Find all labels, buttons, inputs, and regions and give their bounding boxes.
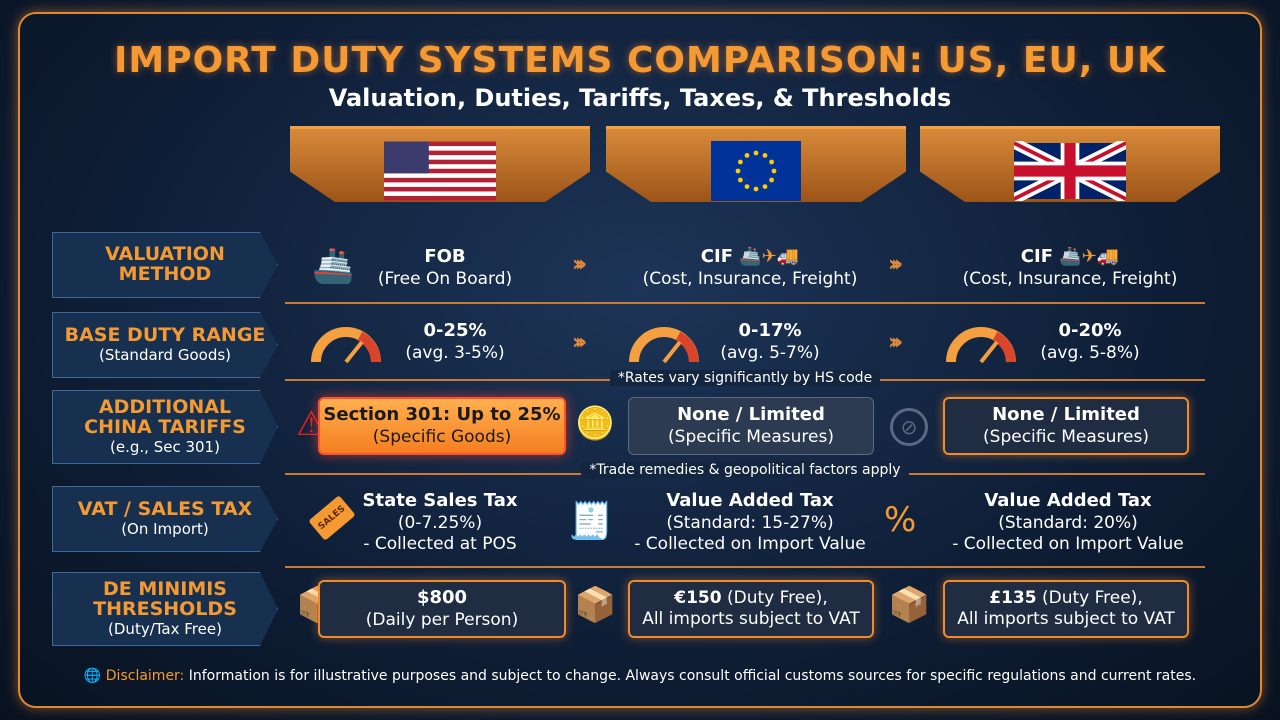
coins-icon: 🪙 <box>575 404 615 442</box>
value: Section 301: Up to 25% <box>323 404 561 426</box>
value: None / Limited <box>677 404 825 426</box>
uk-deminimis: £135 (Duty Free), All imports subject to … <box>943 580 1189 638</box>
value: 0-25% <box>423 320 487 341</box>
row-label-valuation: VALUATION METHOD <box>52 232 278 298</box>
label-sub: (e.g., Sec 301) <box>110 438 220 457</box>
us-base-duty: 0-25% (avg. 3-5%) <box>385 320 525 364</box>
frame <box>18 12 1262 708</box>
value: CIF <box>1020 246 1053 267</box>
value: CIF <box>700 246 733 267</box>
eu-deminimis: €150 (Duty Free), All imports subject to … <box>628 580 874 638</box>
chevron-icon: ››› <box>888 252 903 277</box>
us-deminimis: $800 (Daily per Person) <box>318 580 566 638</box>
value-sub: (avg. 5-7%) <box>720 342 820 363</box>
us-vat: State Sales Tax (0-7.25%) - Collected at P… <box>355 490 525 555</box>
chevron-icon: ››› <box>572 330 587 355</box>
uk-banner <box>920 126 1220 202</box>
us-flag-icon <box>384 141 496 201</box>
gauge-icon <box>946 327 1016 364</box>
value-sub: All imports subject to VAT <box>957 609 1175 629</box>
page-subtitle: Valuation, Duties, Tariffs, Taxes, & Thr… <box>328 84 952 112</box>
uk-china-tariff: None / Limited (Specific Measures) <box>943 397 1189 455</box>
uk-vat: Value Added Tax (Standard: 20%) - Collecte… <box>948 490 1188 555</box>
value: €150 <box>674 587 722 608</box>
value-sub: (Daily per Person) <box>365 609 519 630</box>
eu-china-tariff: None / Limited (Specific Measures) <box>628 397 874 455</box>
value-sub: (Cost, Insurance, Freight) <box>962 268 1178 289</box>
transport-icons: 🚢✈🚚 <box>1059 246 1120 267</box>
disclaimer-label: Disclaimer: <box>105 668 185 684</box>
value: Value Added Tax <box>984 490 1152 511</box>
prohibited-icon: ⊘ <box>890 408 928 446</box>
value: FOB <box>424 246 466 267</box>
value: £135 <box>989 587 1037 608</box>
globe-icon: 🌐 <box>83 668 106 684</box>
page-title: IMPORT DUTY SYSTEMS COMPARISON: US, EU, … <box>113 40 1167 81</box>
us-valuation: FOB (Free On Board) <box>360 246 530 290</box>
value-sub: (Specific Goods) <box>372 426 512 447</box>
chevron-icon: ››› <box>888 330 903 355</box>
label-text: ADDITIONAL CHINA TARIFFS <box>84 396 246 439</box>
row-label-china: ADDITIONAL CHINA TARIFFS (e.g., Sec 301) <box>52 390 278 464</box>
value: 0-17% <box>738 320 802 341</box>
row-label-vat: VAT / SALES TAX (On Import) <box>52 486 278 552</box>
ship-icon: 🚢 <box>312 246 355 286</box>
value-sub: (Free On Board) <box>377 268 513 289</box>
uk-base-duty: 0-20% (avg. 5-8%) <box>1020 320 1160 364</box>
eu-vat: Value Added Tax (Standard: 15-27%) - Colle… <box>630 490 870 555</box>
label-text: DE MINIMIS THRESHOLDS <box>93 578 237 621</box>
value-line2: - Collected on Import Value <box>634 533 866 554</box>
value-line1: (0-7.25%) <box>397 512 483 533</box>
label-text: BASE DUTY RANGE <box>64 324 266 347</box>
value: Value Added Tax <box>666 490 834 511</box>
disclaimer: 🌐 Disclaimer: Information is for illustr… <box>0 668 1280 684</box>
value-sub: (Specific Measures) <box>668 426 834 447</box>
us-banner <box>290 126 590 202</box>
footnote: *Trade remedies & geopolitical factors a… <box>285 462 1205 478</box>
divider <box>285 302 1205 304</box>
value: $800 <box>416 587 468 609</box>
row-label-base-duty: BASE DUTY RANGE (Standard Goods) <box>52 312 278 378</box>
value-sub: (Cost, Insurance, Freight) <box>642 268 858 289</box>
uk-valuation: CIF 🚢✈🚚 (Cost, Insurance, Freight) <box>955 246 1185 290</box>
value-line2: - Collected at POS <box>363 533 517 554</box>
eu-flag-icon <box>711 141 801 201</box>
value-line2: - Collected on Import Value <box>952 533 1184 554</box>
value-rest: (Duty Free), <box>1036 587 1143 608</box>
label-sub: (Standard Goods) <box>98 346 232 365</box>
package-euro-icon: 📦 <box>574 585 617 625</box>
value-line1: (Standard: 15-27%) <box>666 512 834 533</box>
us-china-tariff: Section 301: Up to 25% (Specific Goods) <box>318 397 566 455</box>
label-sub: (On Import) <box>121 520 209 539</box>
transport-icons: 🚢✈🚚 <box>739 246 800 267</box>
gauge-icon <box>629 327 699 364</box>
percent-coins-icon: % <box>884 500 917 540</box>
value-sub: (avg. 5-8%) <box>1040 342 1140 363</box>
label-sub: (Duty/Tax Free) <box>108 620 222 639</box>
value-rest: (Duty Free), <box>721 587 828 608</box>
footnote-text: *Rates vary significantly by HS code <box>609 370 881 386</box>
value: None / Limited <box>992 404 1140 426</box>
eu-base-duty: 0-17% (avg. 5-7%) <box>700 320 840 364</box>
footnote-text: *Trade remedies & geopolitical factors a… <box>581 462 909 478</box>
divider <box>285 566 1205 568</box>
value: 0-20% <box>1058 320 1122 341</box>
value-sub: All imports subject to VAT <box>642 609 860 629</box>
label-text: VALUATION METHOD <box>105 243 225 285</box>
cash-register-icon: 🧾 <box>568 501 613 542</box>
disclaimer-text: Information is for illustrative purposes… <box>184 668 1197 684</box>
eu-valuation: CIF 🚢✈🚚 (Cost, Insurance, Freight) <box>635 246 865 290</box>
eu-banner <box>606 126 906 202</box>
value-line1: (Standard: 20%) <box>998 512 1138 533</box>
package-pound-icon: 📦 <box>888 585 931 625</box>
value-sub: (avg. 3-5%) <box>405 342 505 363</box>
uk-flag-icon <box>1014 141 1126 201</box>
gauge-icon <box>311 327 381 364</box>
value-sub: (Specific Measures) <box>983 426 1149 447</box>
value: State Sales Tax <box>362 490 518 511</box>
chevron-icon: ››› <box>572 252 587 277</box>
label-text: VAT / SALES TAX <box>77 498 253 521</box>
footnote: *Rates vary significantly by HS code <box>285 370 1205 386</box>
row-label-deminimis: DE MINIMIS THRESHOLDS (Duty/Tax Free) <box>52 572 278 646</box>
